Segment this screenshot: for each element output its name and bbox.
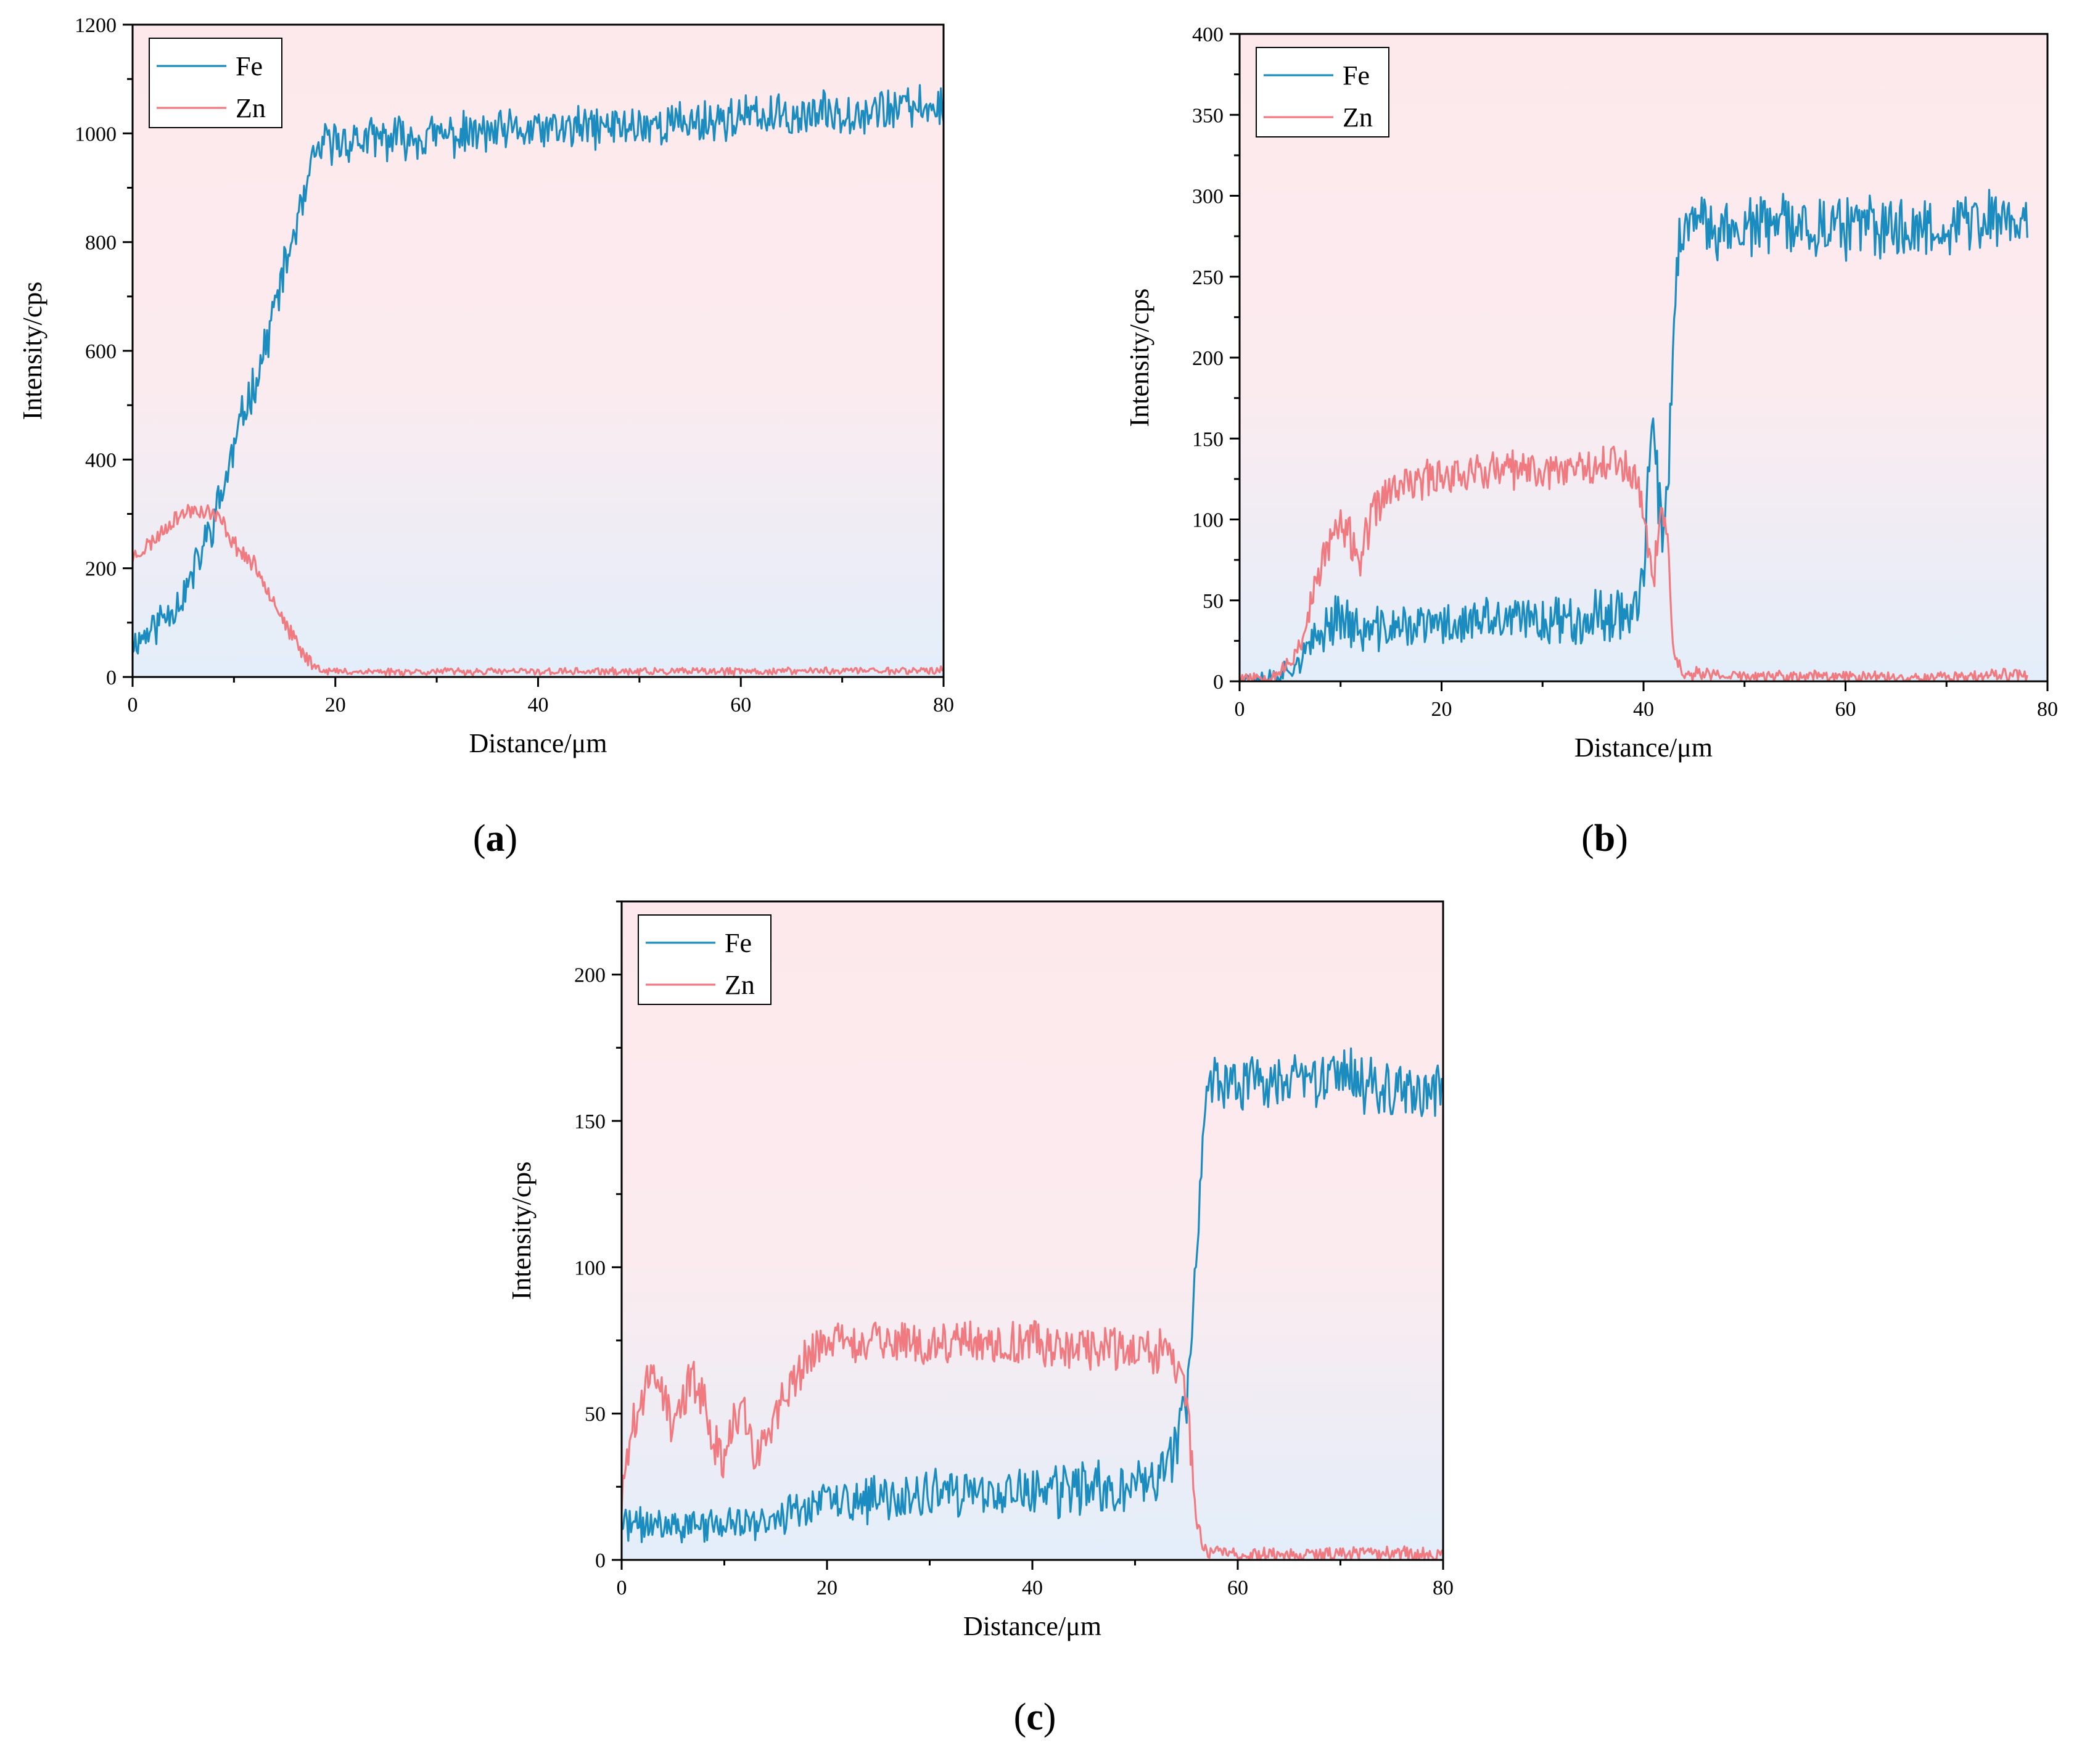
x-tick-label: 40	[1022, 1577, 1043, 1599]
x-tick-label: 0	[1235, 698, 1245, 721]
chart-panel-b: 0 20 40 60 80 0 50 100 150 200 250 300 350 400 Distanc…	[1124, 23, 2058, 859]
series-line-zn	[622, 1320, 1443, 1560]
y-tick-label: 100	[1192, 509, 1224, 532]
y-axis-label: Intensity/cps	[1124, 289, 1154, 427]
legend-box	[149, 38, 282, 128]
y-tick-label: 150	[1192, 428, 1224, 451]
y-tick-label: 200	[574, 964, 606, 987]
y-tick-label: 1000	[75, 123, 117, 146]
x-tick-label: 80	[1433, 1577, 1454, 1599]
series-line-fe	[622, 1047, 1443, 1544]
legend-label-zn: Zn	[1343, 102, 1373, 133]
legend-label-zn: Zn	[725, 970, 755, 1000]
x-tick-label: 60	[730, 694, 751, 716]
series-line-fe	[1240, 189, 2028, 681]
y-axis-label: Intensity/cps	[506, 1162, 537, 1300]
y-tick-label: 100	[574, 1257, 606, 1279]
panel-label: (c)	[1014, 1696, 1056, 1738]
legend-label-zn: Zn	[236, 93, 266, 123]
x-tick-label: 80	[2037, 698, 2058, 721]
x-axis-label: Distance/μm	[963, 1611, 1101, 1641]
y-tick-label: 350	[1192, 104, 1224, 127]
y-tick-label: 0	[1213, 671, 1224, 694]
y-axis-label: Intensity/cps	[17, 282, 47, 420]
legend: Fe Zn	[149, 38, 282, 128]
x-axis-label: Distance/μm	[1574, 732, 1713, 763]
legend: Fe Zn	[638, 914, 772, 1005]
y-tick-label: 200	[1192, 347, 1224, 370]
y-tick-label: 600	[85, 340, 117, 363]
legend-label-fe: Fe	[236, 51, 263, 81]
chart-panel-c: 0 20 40 60 80 0 50 100 150 200 Distance/μm Intensit…	[506, 900, 1454, 1738]
x-tick-label: 60	[1227, 1577, 1248, 1599]
x-tick-label: 0	[128, 694, 138, 716]
y-tick-label: 0	[106, 667, 117, 689]
legend-label-fe: Fe	[1343, 60, 1370, 91]
x-tick-label: 60	[1835, 698, 1856, 721]
panel-label: (b)	[1581, 818, 1628, 859]
legend-box	[638, 914, 772, 1005]
y-tick-label: 150	[574, 1110, 606, 1133]
legend-label-fe: Fe	[725, 928, 752, 958]
x-tick-label: 80	[933, 694, 954, 716]
x-tick-label: 40	[1633, 698, 1654, 721]
y-tick-label: 250	[1192, 266, 1224, 289]
y-tick-label: 1200	[75, 14, 117, 37]
y-tick-label: 300	[1192, 186, 1224, 208]
x-tick-label: 20	[1431, 698, 1452, 721]
series-line-zn	[133, 504, 944, 677]
legend: Fe Zn	[1256, 47, 1389, 137]
x-tick-label: 40	[528, 694, 549, 716]
panel-label: (a)	[473, 818, 517, 859]
y-tick-label: 0	[595, 1549, 606, 1572]
y-tick-label: 400	[1192, 23, 1224, 46]
x-tick-label: 20	[817, 1577, 837, 1599]
y-tick-label: 400	[85, 449, 117, 472]
y-tick-label: 50	[1203, 590, 1224, 613]
series-line-fe	[133, 84, 944, 655]
y-tick-label: 800	[85, 232, 117, 255]
legend-box	[1256, 47, 1389, 137]
y-tick-label: 50	[585, 1403, 606, 1426]
x-tick-label: 0	[617, 1577, 627, 1599]
y-tick-label: 200	[85, 558, 117, 581]
x-tick-label: 20	[325, 694, 346, 716]
chart-panel-a: 0 20 40 60 80020040060080010001200Distance/μ…	[17, 14, 954, 859]
x-axis-label: Distance/μm	[469, 728, 607, 758]
